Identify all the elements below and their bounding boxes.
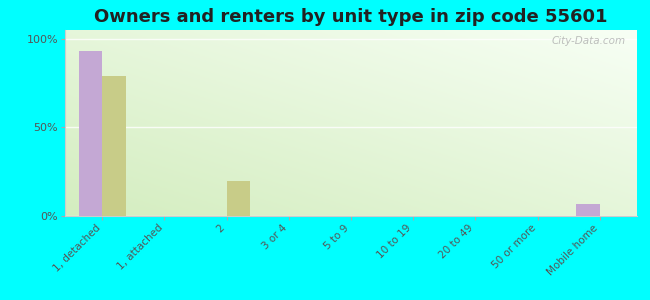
Bar [576, 204, 600, 216]
Bar [227, 181, 250, 216]
Bar [102, 76, 126, 216]
Text: City-Data.com: City-Data.com [551, 36, 625, 46]
Bar [79, 51, 102, 216]
Title: Owners and renters by unit type in zip code 55601: Owners and renters by unit type in zip c… [94, 8, 608, 26]
